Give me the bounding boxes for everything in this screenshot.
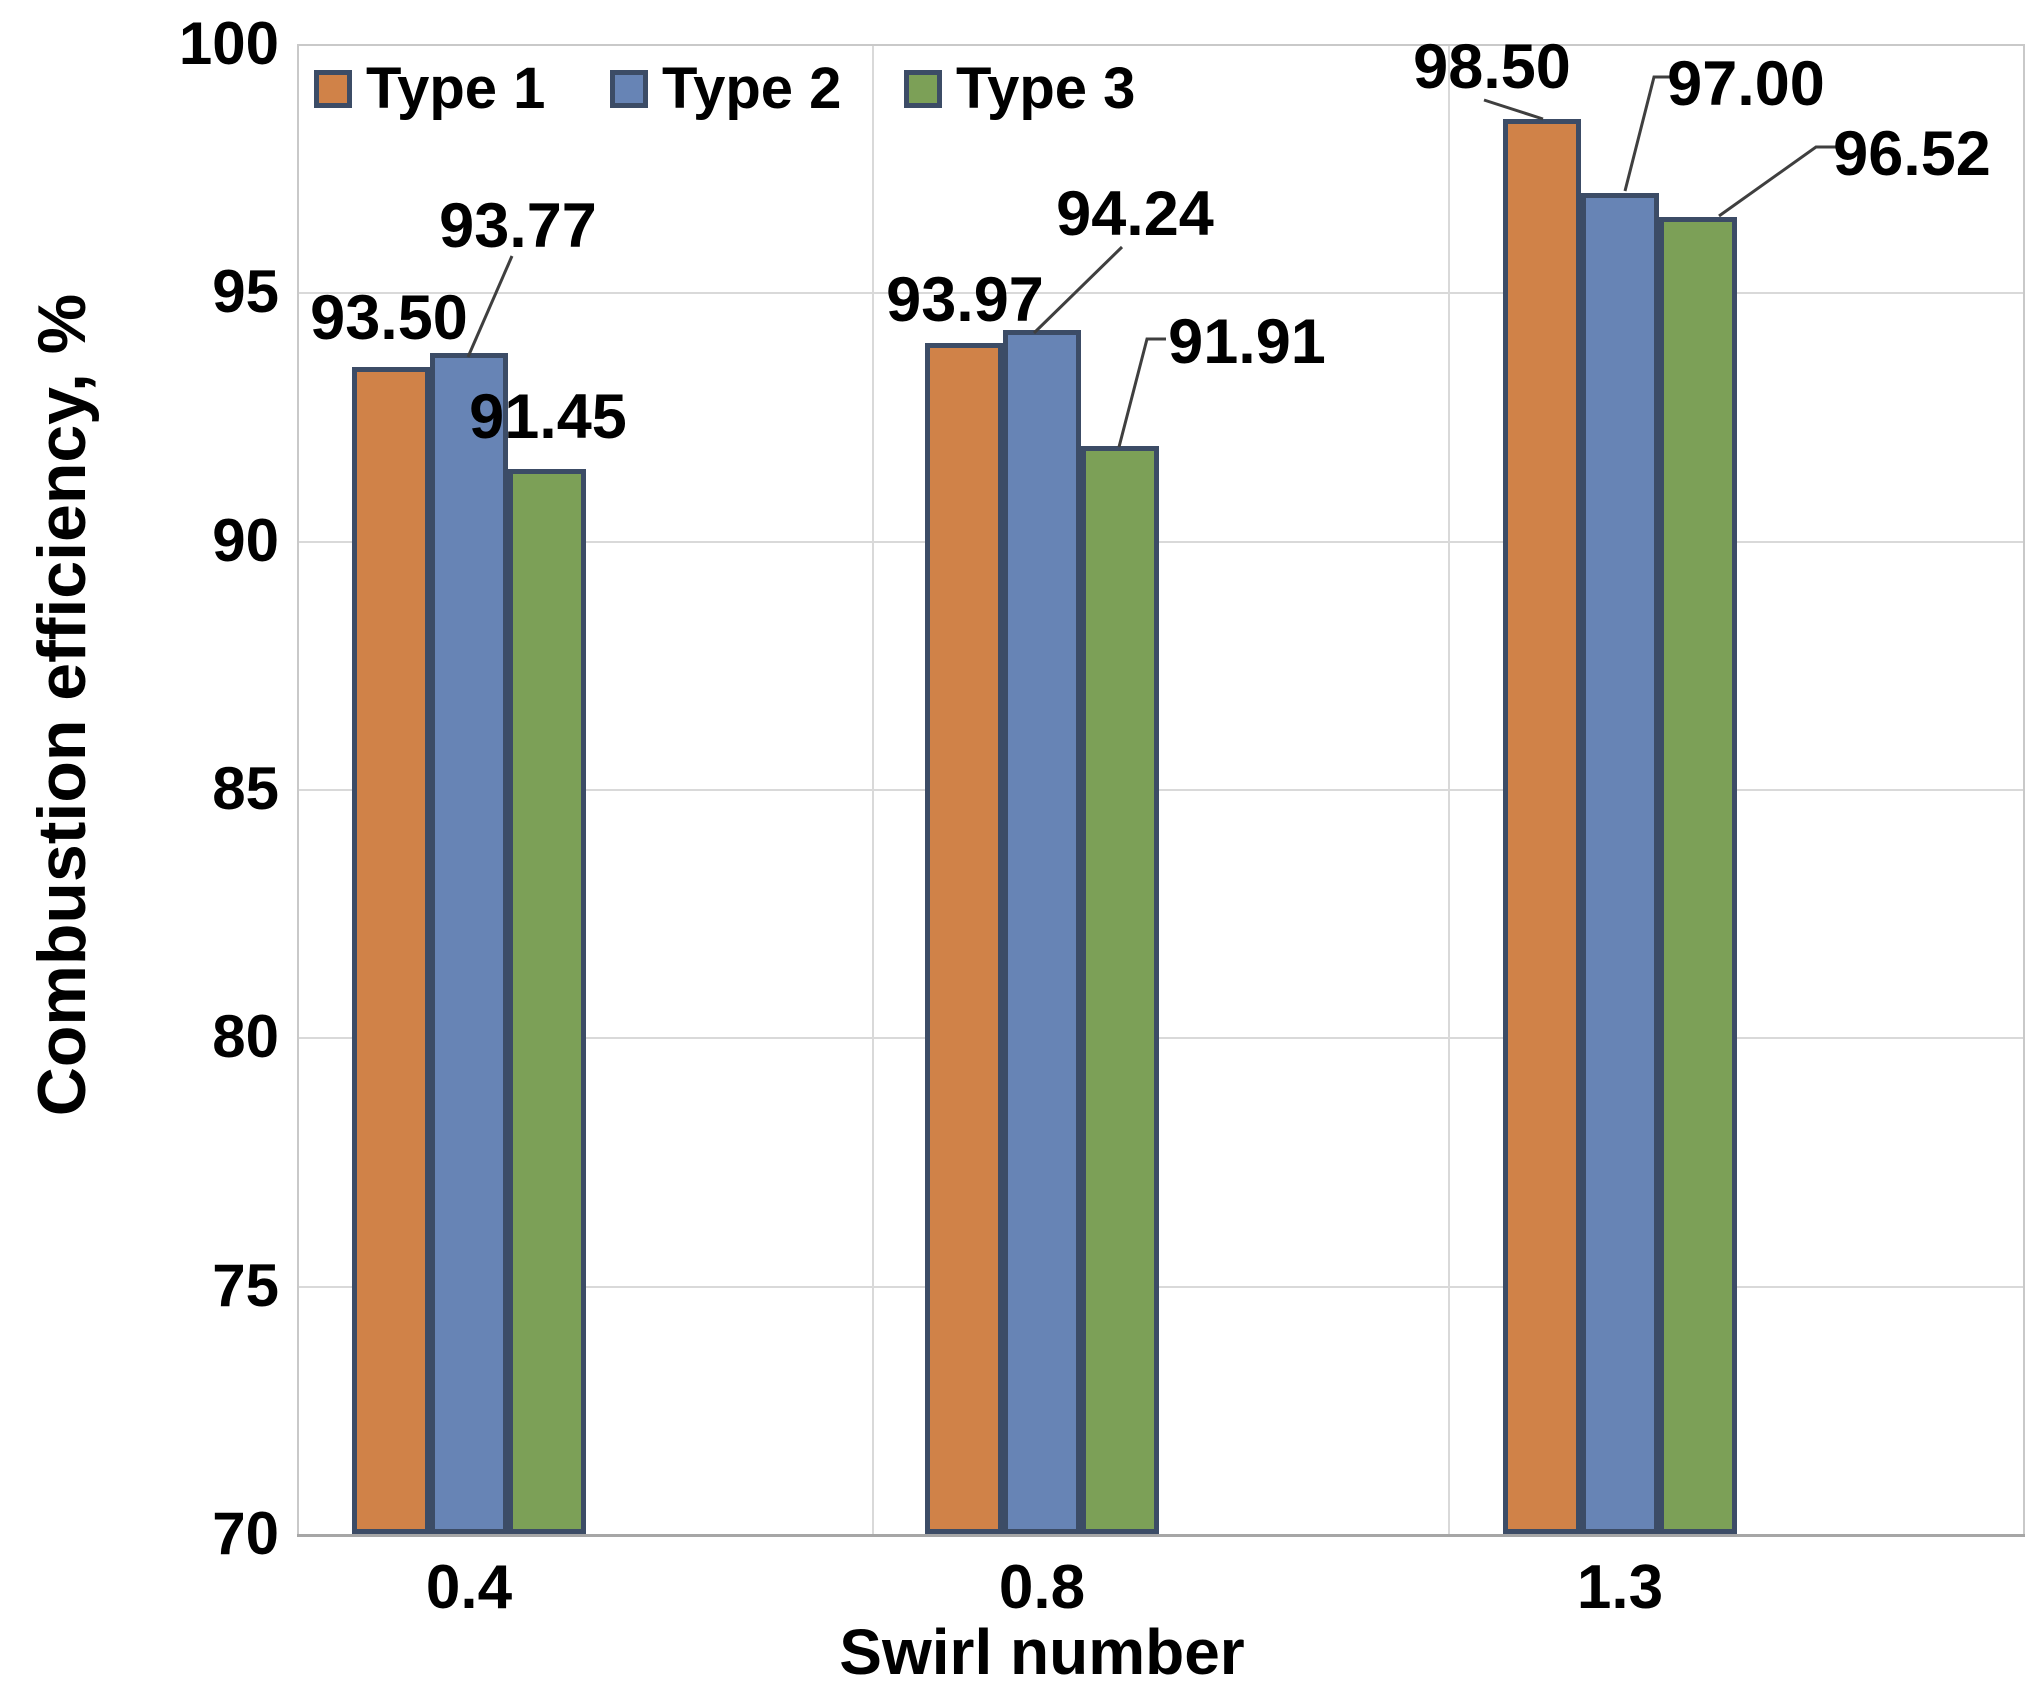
bar-type-2-1.3	[1581, 193, 1659, 1534]
x-axis-line	[297, 1534, 2025, 1537]
legend-swatch-type-2	[610, 70, 648, 108]
y-tick-95: 95	[212, 258, 279, 325]
data-label-type-2-0.8: 94.24	[1056, 179, 1214, 249]
y-tick-85: 85	[212, 755, 279, 822]
gridline-75	[297, 1286, 2023, 1288]
legend-swatch-type-3	[904, 70, 942, 108]
data-label-type-2-1.3: 97.00	[1667, 49, 1825, 119]
bar-type-3-0.8	[1081, 446, 1159, 1534]
y-tick-70: 70	[212, 1500, 279, 1567]
bar-type-3-0.4	[508, 469, 586, 1534]
bar-type-2-0.8	[1003, 330, 1081, 1534]
gridline-95	[297, 292, 2023, 294]
legend-label-type-2: Type 2	[662, 56, 842, 121]
plot-frame-top	[297, 44, 2023, 46]
bar-type-1-1.3	[1503, 119, 1581, 1534]
data-label-type-3-0.4: 91.45	[469, 382, 627, 452]
plot-frame-left	[297, 44, 299, 1534]
gridline-90	[297, 541, 2023, 543]
data-label-type-1-0.8: 93.97	[886, 265, 1044, 335]
legend-swatch-type-1	[314, 70, 352, 108]
y-tick-90: 90	[212, 507, 279, 574]
gridline-80	[297, 1037, 2023, 1039]
v-gridline-2	[1448, 44, 1450, 1534]
x-axis-title: Swirl number	[839, 1616, 1245, 1688]
leader-line-type-1-1.3	[1483, 98, 1544, 121]
x-tick-1.3: 1.3	[1576, 1553, 1664, 1622]
y-tick-100: 100	[178, 10, 279, 77]
v-gridline-1	[872, 44, 874, 1534]
data-label-type-3-1.3: 96.52	[1833, 119, 1991, 189]
y-axis-title: Combustion efficiency, %	[24, 293, 100, 1117]
plot-frame-right	[2023, 44, 2025, 1534]
data-label-type-3-0.8: 91.91	[1168, 307, 1326, 377]
bar-type-1-0.8	[925, 343, 1003, 1534]
y-tick-80: 80	[212, 1003, 279, 1070]
bar-type-2-0.4	[430, 353, 508, 1534]
data-label-type-2-0.4: 93.77	[439, 191, 597, 261]
gridline-85	[297, 789, 2023, 791]
bar-type-3-1.3	[1659, 217, 1737, 1534]
bar-type-1-0.4	[352, 367, 430, 1534]
data-label-type-1-0.4: 93.50	[310, 283, 468, 353]
legend-label-type-1: Type 1	[366, 56, 546, 121]
legend-label-type-3: Type 3	[956, 56, 1136, 121]
x-tick-0.8: 0.8	[998, 1553, 1086, 1622]
y-tick-75: 75	[212, 1252, 279, 1319]
x-tick-0.4: 0.4	[425, 1553, 513, 1622]
data-label-type-1-1.3: 98.50	[1413, 32, 1571, 102]
